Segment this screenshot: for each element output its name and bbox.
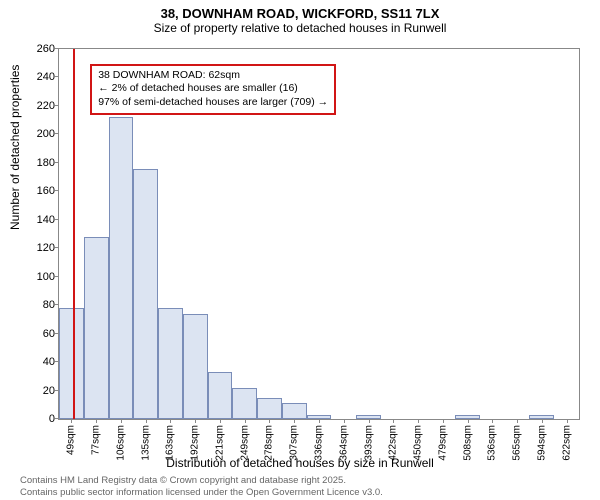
y-tick-label: 100: [37, 271, 55, 283]
chart-title: 38, DOWNHAM ROAD, WICKFORD, SS11 7LX: [0, 0, 600, 21]
x-tick-label: 49sqm: [66, 425, 77, 455]
y-tick-label: 140: [37, 214, 55, 226]
histogram-bar: [133, 169, 158, 419]
y-tick-label: 160: [37, 185, 55, 197]
x-axis-label: Distribution of detached houses by size …: [0, 456, 600, 470]
y-tick-label: 0: [49, 413, 55, 425]
y-tick-label: 40: [43, 356, 55, 368]
y-tick-label: 80: [43, 299, 55, 311]
footer-attribution: Contains HM Land Registry data © Crown c…: [20, 475, 383, 498]
chart-plot-area: 02040608010012014016018020022024026049sq…: [58, 48, 580, 420]
x-tick-label: 77sqm: [91, 425, 102, 455]
y-tick-label: 260: [37, 43, 55, 55]
y-tick-label: 220: [37, 100, 55, 112]
y-tick-label: 60: [43, 328, 55, 340]
y-axis-label: Number of detached properties: [8, 65, 22, 230]
annotation-box: 38 DOWNHAM ROAD: 62sqm← 2% of detached h…: [90, 64, 336, 115]
histogram-bar: [257, 398, 282, 419]
y-tick-label: 120: [37, 242, 55, 254]
histogram-bar: [282, 403, 307, 419]
histogram-bar: [232, 388, 257, 419]
histogram-bar: [208, 372, 233, 419]
y-tick-label: 180: [37, 157, 55, 169]
y-tick-label: 240: [37, 71, 55, 83]
histogram-bar: [84, 237, 109, 419]
histogram-bar: [158, 308, 183, 419]
histogram-bar: [109, 117, 134, 419]
y-tick-label: 200: [37, 128, 55, 140]
histogram-bar: [59, 308, 84, 419]
chart-subtitle: Size of property relative to detached ho…: [0, 21, 600, 39]
y-tick-label: 20: [43, 385, 55, 397]
reference-line: [73, 49, 75, 419]
histogram-bar: [183, 314, 208, 419]
